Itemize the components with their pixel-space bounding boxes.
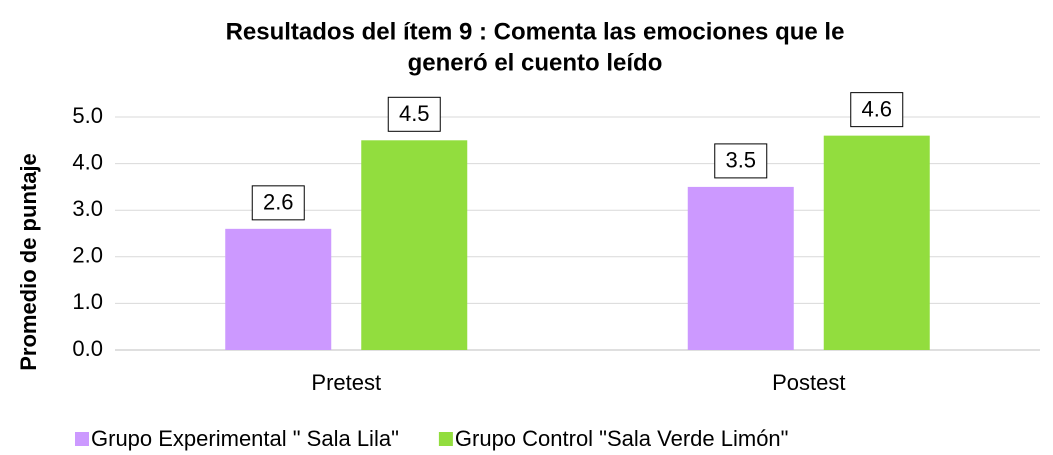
- bar: [823, 135, 930, 350]
- data-label-box: [714, 143, 768, 179]
- y-tick-label: 5.0: [72, 103, 103, 128]
- data-label: 3.5: [725, 148, 756, 173]
- y-tick-label: 1.0: [72, 289, 103, 314]
- chart-title: Resultados del ítem 9 : Comenta las emoc…: [226, 18, 845, 45]
- x-tick-label: Pretest: [311, 370, 381, 395]
- y-tick-label: 2.0: [72, 243, 103, 268]
- data-label-box: [850, 92, 904, 128]
- y-axis-label: Promedio de puntaje: [16, 153, 41, 371]
- y-tick-label: 3.0: [72, 196, 103, 221]
- bar: [361, 140, 468, 350]
- x-tick-label: Postest: [772, 370, 845, 395]
- legend-label: Grupo Experimental " Sala Lila": [91, 426, 399, 451]
- data-label-box: [251, 185, 305, 221]
- legend-swatch: [438, 432, 453, 446]
- y-tick-label: 4.0: [72, 149, 103, 174]
- y-tick-label: 0.0: [72, 336, 103, 361]
- data-label-box: [387, 96, 441, 132]
- chart-title: generó el cuento leído: [408, 49, 663, 76]
- data-label: 4.5: [399, 101, 430, 126]
- bar: [687, 186, 794, 350]
- data-label: 4.6: [861, 96, 892, 121]
- legend-label: Grupo Control "Sala Verde Limón": [455, 426, 789, 451]
- legend-swatch: [75, 432, 89, 446]
- data-label: 2.6: [263, 190, 294, 215]
- bar: [225, 228, 332, 350]
